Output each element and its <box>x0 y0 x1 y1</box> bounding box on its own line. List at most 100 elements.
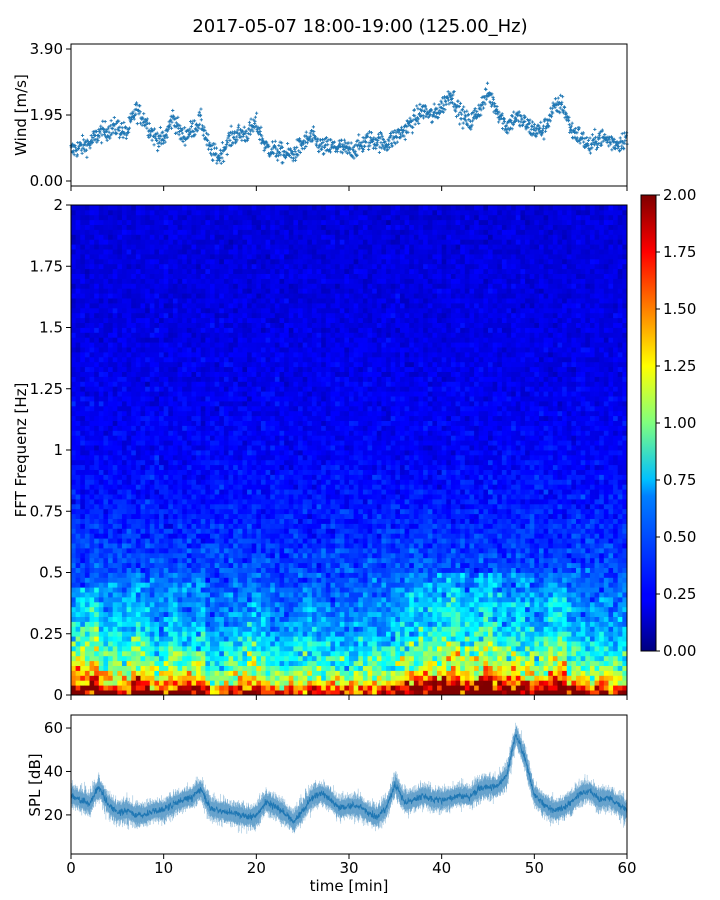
spectrogram-cell <box>233 670 239 676</box>
spectrogram-cell <box>159 513 165 519</box>
spectrogram-cell <box>200 450 206 456</box>
spectrogram-cell <box>154 582 160 588</box>
spectrogram-cell <box>84 244 90 250</box>
spectrogram-cell <box>121 410 127 417</box>
spectrogram-cell <box>75 386 81 392</box>
spectrogram-cell <box>228 322 234 328</box>
spectrogram-cell <box>200 278 206 284</box>
spectrogram-cell <box>223 283 229 289</box>
spectrogram-cell <box>172 415 178 421</box>
spectrogram-cell <box>103 347 109 353</box>
spectrogram-cell <box>219 420 225 426</box>
wind-point <box>94 130 99 134</box>
spectrogram-cell <box>210 503 216 510</box>
spectrogram-cell <box>219 611 225 617</box>
spectrogram-cell <box>140 582 146 588</box>
spectrogram-cell <box>154 366 160 372</box>
spectrogram-cell <box>108 327 114 333</box>
spectrogram-cell <box>223 508 229 515</box>
spectrogram-cell <box>205 601 211 608</box>
spectrogram-cell <box>84 342 90 348</box>
spectrogram-cell <box>112 494 118 500</box>
spectrogram-cell <box>154 523 160 529</box>
spectrogram-cell <box>84 606 90 613</box>
wind-point <box>199 107 203 111</box>
spectrogram-cell <box>145 621 151 627</box>
spectrogram-cell <box>159 650 165 657</box>
spectrogram-cell <box>121 523 127 529</box>
spectrogram-cell <box>154 322 160 328</box>
spectrogram-cell <box>131 224 137 230</box>
spectrogram-cell <box>103 680 109 686</box>
spectrogram-cell <box>200 675 206 681</box>
spectrogram-cell <box>186 523 192 529</box>
spectrogram-cell <box>89 454 95 461</box>
spectrogram-cell <box>228 337 234 343</box>
spectrogram-cell <box>186 538 192 544</box>
spectrogram-cell <box>112 205 118 211</box>
spectrogram-cell <box>108 675 114 681</box>
wind-point <box>349 141 353 145</box>
spectrogram-cell <box>182 675 188 681</box>
spectrogram-cell <box>205 352 211 358</box>
spectrogram-cell <box>219 621 225 627</box>
spectrogram-cell <box>159 352 165 358</box>
spectrogram-cell <box>214 352 220 358</box>
spectrogram-cell <box>168 665 174 671</box>
spectrogram-cell <box>94 636 100 642</box>
wind-point <box>190 121 194 126</box>
spectrogram-cell <box>145 258 151 265</box>
wind-point <box>157 136 161 141</box>
spectrogram-cell <box>177 670 183 676</box>
spectrogram-cell <box>154 513 160 519</box>
spectrogram-cell <box>94 459 100 466</box>
spectrogram-cell <box>163 435 169 441</box>
spectrogram-cell <box>159 552 165 559</box>
spectrogram-cell <box>159 587 165 593</box>
spectrogram-cell <box>186 366 192 372</box>
spectrogram-cell <box>200 592 206 598</box>
spectrogram-cell <box>103 234 109 240</box>
spectrogram-cell <box>140 621 146 627</box>
spectrogram-cell <box>233 450 239 456</box>
spectrogram-cell <box>89 239 95 245</box>
spectrogram-cell <box>94 557 100 564</box>
spectrogram-cell <box>223 224 229 230</box>
spectrogram-cell <box>149 254 155 260</box>
spectrogram-cell <box>80 440 86 446</box>
spectrogram-cell <box>103 660 109 666</box>
spectrogram-cell <box>103 303 109 309</box>
spectrogram-cell <box>210 376 216 382</box>
wind-point <box>254 124 258 128</box>
spectrogram-cell <box>182 209 188 216</box>
spectrogram-cell <box>168 352 174 358</box>
wind-point <box>253 115 258 119</box>
spectrogram-cell <box>228 303 234 309</box>
spectrogram-cell <box>177 626 183 632</box>
spectrogram-cell <box>98 376 104 382</box>
spectrogram-cell <box>108 224 114 230</box>
spectrogram-cell <box>210 283 216 289</box>
spectrogram-cell <box>210 327 216 333</box>
spectrogram-cell <box>214 293 220 299</box>
spectrogram-cell <box>112 646 118 652</box>
spectrogram-cell <box>200 258 206 265</box>
spectrogram-cell <box>112 278 118 284</box>
spectrogram-cell <box>182 572 188 578</box>
spectrogram-cell <box>131 219 137 225</box>
spectrogram-cell <box>117 366 123 372</box>
spectrogram-cell <box>177 342 183 348</box>
spectrogram-cell <box>126 342 132 348</box>
spectrogram-cell <box>80 479 86 485</box>
spectrogram-cell <box>108 401 114 407</box>
spectrogram-cell <box>168 244 174 250</box>
spectrogram-cell <box>177 440 183 446</box>
spectrogram-cell <box>149 650 155 657</box>
spectrogram-cell <box>108 567 114 573</box>
wind-point <box>377 150 382 155</box>
wind-point <box>243 139 248 143</box>
spectrogram-cell <box>112 337 118 343</box>
spectrogram-cell <box>135 513 141 519</box>
spectrogram-cell <box>228 224 234 230</box>
spectrogram-cell <box>168 376 174 382</box>
